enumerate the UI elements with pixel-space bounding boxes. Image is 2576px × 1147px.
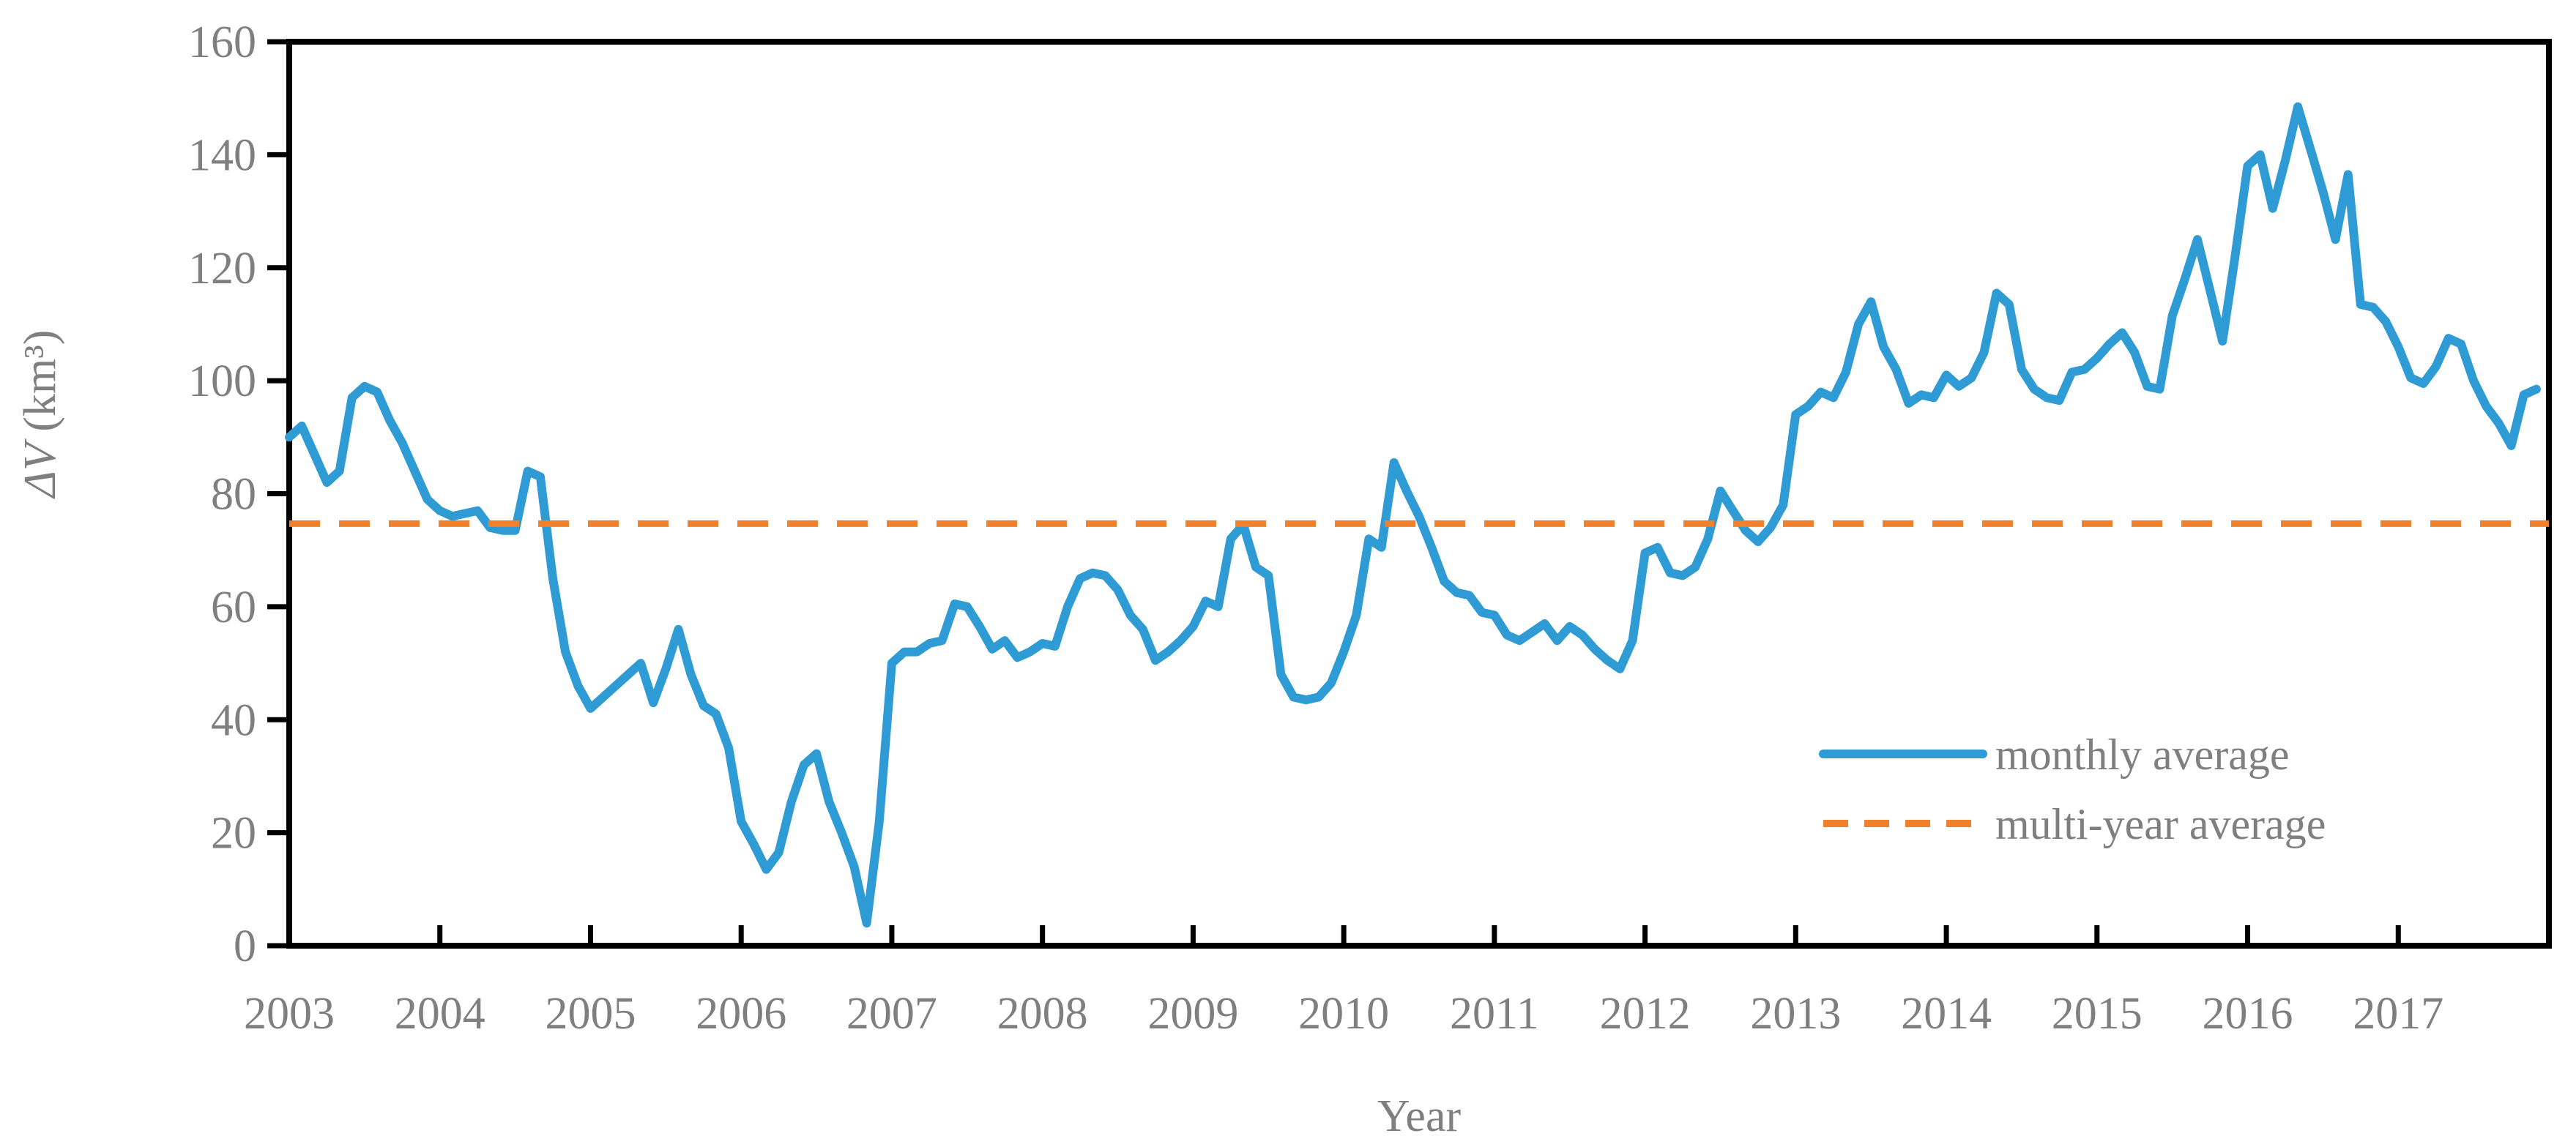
x-tick-label: 2010 [1298,989,1389,1039]
x-tick-label: 2004 [395,989,485,1039]
y-axis-title-symbol: ΔV [15,438,65,499]
x-tick-label: 2005 [545,989,636,1039]
x-tick-label: 2009 [1147,989,1238,1039]
y-tick-label: 80 [211,470,256,520]
monthly-average-line [285,102,2541,928]
legend-multi-year-average-label: multi-year average [1995,800,2326,848]
x-tick-label: 2014 [1901,989,1992,1039]
x-tick-label: 2016 [2203,989,2293,1039]
y-tick-label: 60 [211,583,256,632]
y-tick-label: 120 [188,244,256,294]
y-tick-label: 20 [211,809,256,859]
y-tick-label: 140 [188,130,256,180]
y-axis-title: ΔV (km³) [15,330,65,500]
x-axis-ticks: 2003 2004 2005 2006 2007 2008 2009 2010 2011 2012… [244,925,2443,1039]
x-tick-label: 2003 [244,989,335,1039]
legend: monthly average multi-year average [1819,731,2326,848]
y-tick-label: 100 [188,356,256,406]
x-tick-label: 2007 [846,989,937,1039]
legend-monthly-average-label: monthly average [1995,731,2290,779]
x-tick-label: 2017 [2353,989,2443,1039]
x-tick-label: 2013 [1750,989,1841,1039]
x-tick-label: 2012 [1600,989,1691,1039]
x-tick-label: 2015 [2052,989,2143,1039]
y-tick-label: 0 [234,922,256,971]
x-tick-label: 2011 [1450,989,1539,1039]
series-group [285,102,2549,928]
y-tick-label: 40 [211,695,256,745]
x-tick-label: 2006 [696,989,786,1039]
x-tick-label: 2008 [997,989,1088,1039]
y-tick-label: 160 [188,18,256,67]
y-axis-title-units: (km³) [15,330,65,444]
y-axis-ticks: 0 20 40 60 80 100 120 140 160 [188,18,289,971]
x-axis-title: Year [1377,1091,1462,1141]
